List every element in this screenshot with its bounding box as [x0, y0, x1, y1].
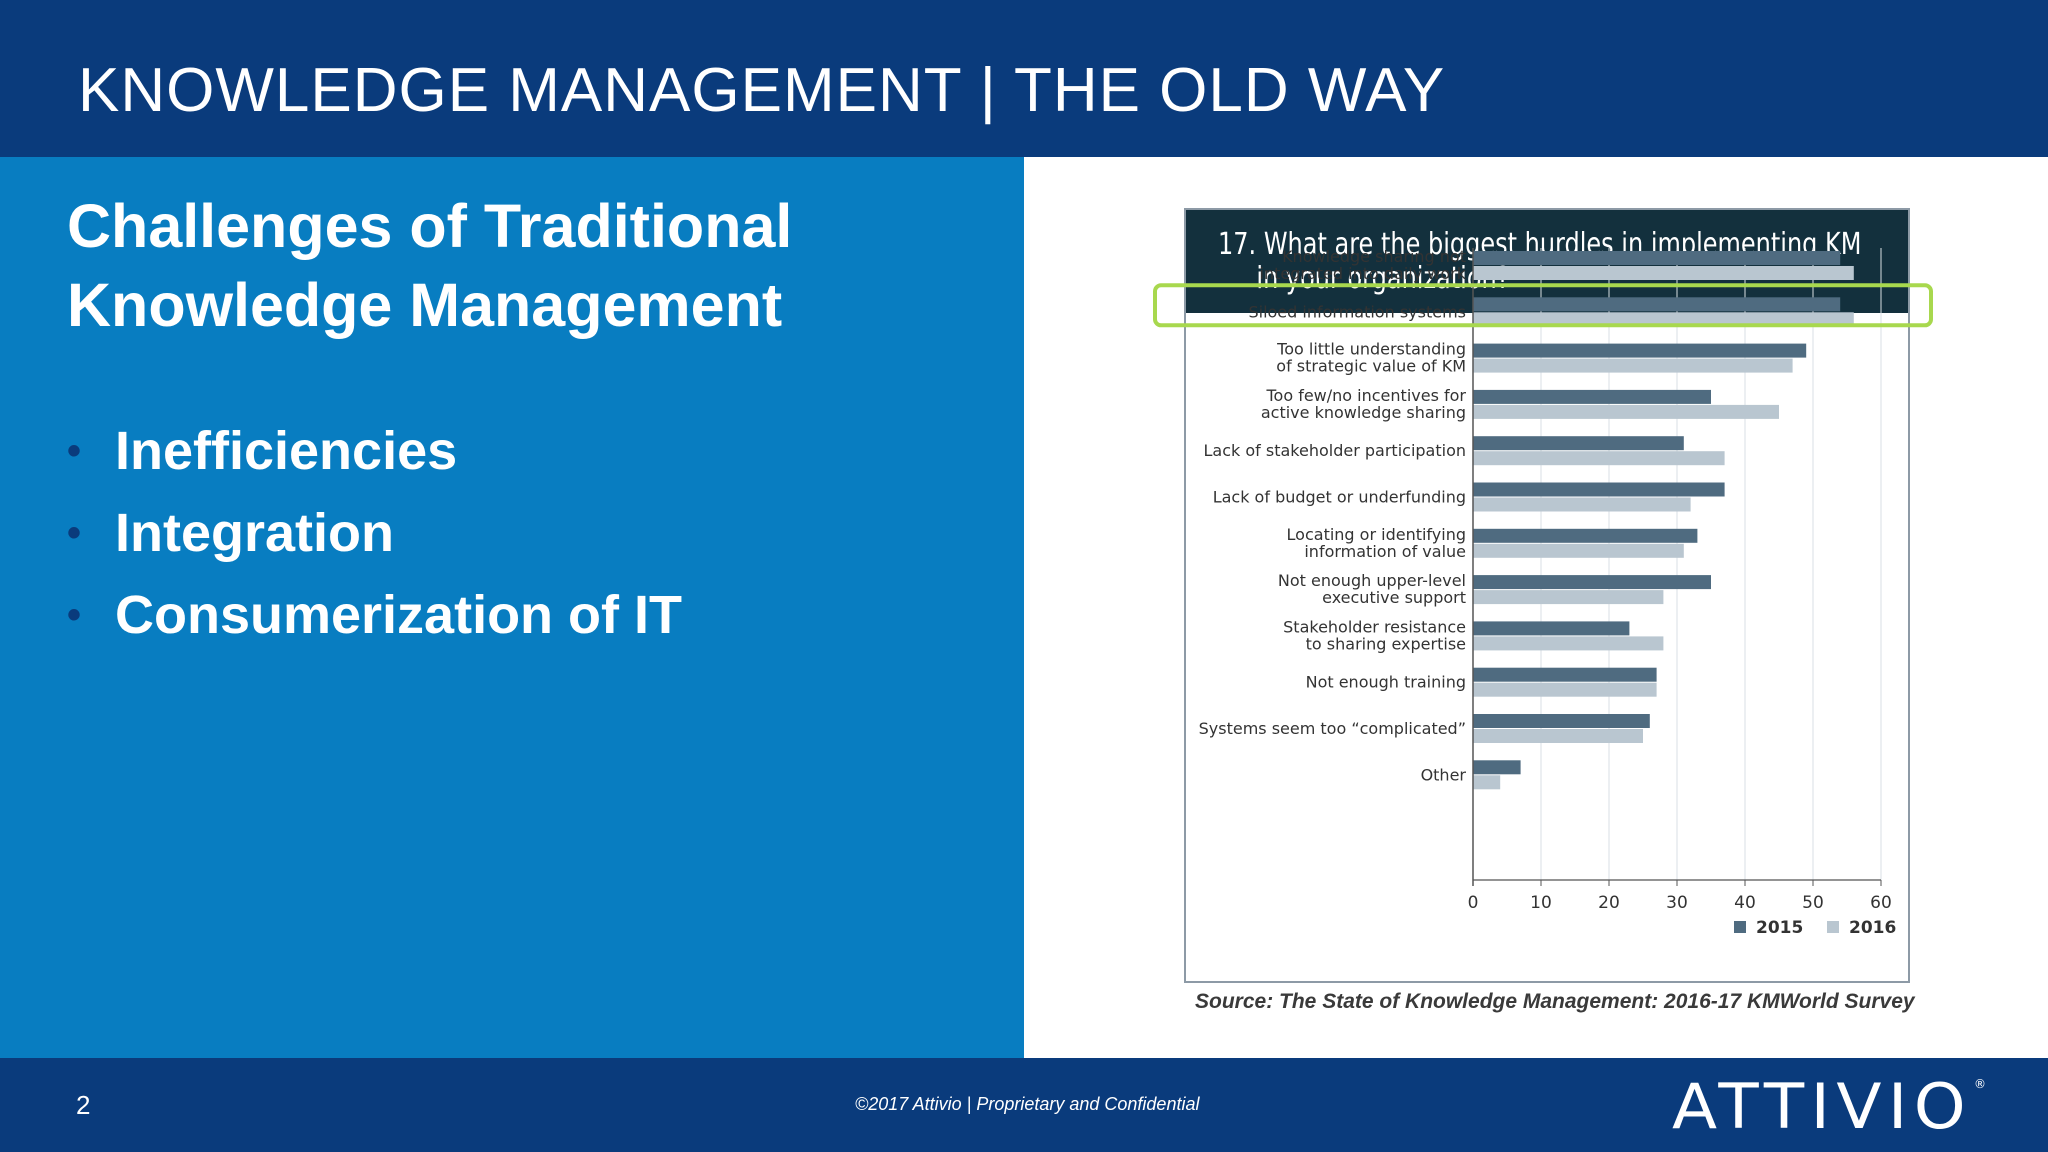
chart-title-line-2: in your organization? — [1256, 261, 1510, 296]
bar-2015 — [1473, 667, 1657, 682]
category-label: Lack of budget or underfunding — [1213, 488, 1466, 507]
bullet-text: Consumerization of IT — [115, 585, 682, 645]
chart-question-number: 17. — [1218, 227, 1257, 262]
bar-2016 — [1473, 451, 1725, 466]
legend-swatch-2015 — [1734, 921, 1746, 933]
bar-2016 — [1473, 266, 1854, 280]
bar-2016 — [1473, 682, 1657, 697]
heading-line-1: Challenges of Traditional — [67, 192, 793, 260]
slide-title: KNOWLEDGE MANAGEMENT | THE OLD WAY — [78, 56, 1446, 125]
category-label: of strategic value of KM — [1276, 357, 1466, 376]
copyright-text: ©2017 Attivio | Proprietary and Confiden… — [855, 1094, 1200, 1114]
category-label: Locating or identifying — [1287, 525, 1466, 544]
x-tick-label: 40 — [1734, 893, 1756, 913]
category-label: Too few/no incentives for — [1265, 386, 1466, 405]
x-tick-label: 10 — [1530, 893, 1552, 913]
category-label: Siloed information systems — [1248, 302, 1466, 321]
page-number: 2 — [76, 1090, 91, 1120]
bar-2015 — [1473, 621, 1630, 636]
legend-label-2015: 2015 — [1756, 918, 1803, 938]
bullet-text: Inefficiencies — [115, 421, 458, 481]
x-tick-label: 60 — [1870, 893, 1892, 913]
category-label: Not enough upper-level — [1278, 571, 1466, 590]
bar-2015 — [1473, 389, 1711, 404]
source-caption: Source: The State of Knowledge Managemen… — [1195, 990, 1915, 1013]
legend-label-2016: 2016 — [1849, 918, 1896, 938]
x-tick-label: 50 — [1802, 893, 1824, 913]
category-label: executive support — [1322, 588, 1466, 607]
category-label: information of value — [1304, 542, 1466, 561]
bullet-list: • Inefficiencies • Integration • Consumeriz… — [67, 410, 682, 656]
bar-2015 — [1473, 575, 1711, 590]
registered-mark-icon: ® — [1974, 1077, 1986, 1091]
attivio-logo: ATTIVIO ® — [1672, 1072, 1986, 1134]
bullet-text: Integration — [115, 503, 394, 563]
bar-2016 — [1473, 775, 1501, 790]
bar-2015 — [1473, 714, 1650, 728]
bar-2015 — [1473, 528, 1698, 543]
category-label: Systems seem too “complicated” — [1199, 719, 1466, 738]
bar-2016 — [1473, 497, 1691, 512]
bar-2016 — [1473, 404, 1779, 419]
category-label: to sharing expertise — [1306, 634, 1466, 653]
bullet-item: • Consumerization of IT — [67, 574, 682, 656]
bar-2016 — [1473, 590, 1664, 605]
category-label: integrated into daily work — [1260, 264, 1467, 283]
bar-2016 — [1473, 358, 1793, 373]
bar-2015 — [1473, 436, 1684, 451]
bar-2015 — [1473, 760, 1521, 775]
footer-bar — [0, 1058, 2048, 1152]
bar-2016 — [1473, 729, 1643, 743]
bullet-icon: • — [67, 429, 82, 473]
header-bar — [0, 0, 2048, 157]
x-tick-label: 20 — [1598, 893, 1620, 913]
bullet-icon: • — [67, 511, 82, 555]
x-tick-label: 0 — [1468, 893, 1479, 913]
legend-swatch-2016 — [1827, 921, 1839, 933]
bar-2015 — [1473, 343, 1807, 358]
section-heading: Challenges of Traditional Knowledge Mana… — [67, 187, 967, 345]
bullet-item: • Integration — [67, 492, 682, 574]
category-label: Lack of stakeholder participation — [1204, 441, 1466, 460]
bar-2016 — [1473, 543, 1684, 558]
heading-line-2: Knowledge Management — [67, 271, 783, 339]
bullet-item: • Inefficiencies — [67, 410, 682, 492]
bar-2015 — [1473, 482, 1725, 497]
bar-2015 — [1473, 251, 1841, 265]
highlight-box — [1153, 283, 1933, 328]
category-label: Not enough training — [1306, 673, 1466, 692]
logo-wordmark: ATTIVIO — [1672, 1072, 1972, 1134]
category-label: Stakeholder resistance — [1283, 617, 1466, 636]
left-panel — [0, 157, 1024, 1062]
bullet-icon: • — [67, 593, 82, 637]
category-label: Too little understanding — [1276, 340, 1466, 359]
bar-2016 — [1473, 312, 1854, 327]
x-tick-label: 30 — [1666, 893, 1688, 913]
bar-2015 — [1473, 297, 1841, 312]
bar-2016 — [1473, 636, 1664, 651]
category-label: active knowledge sharing — [1261, 403, 1466, 422]
category-label: Other — [1421, 765, 1467, 784]
category-label: Knowledge sharing not — [1282, 247, 1466, 266]
